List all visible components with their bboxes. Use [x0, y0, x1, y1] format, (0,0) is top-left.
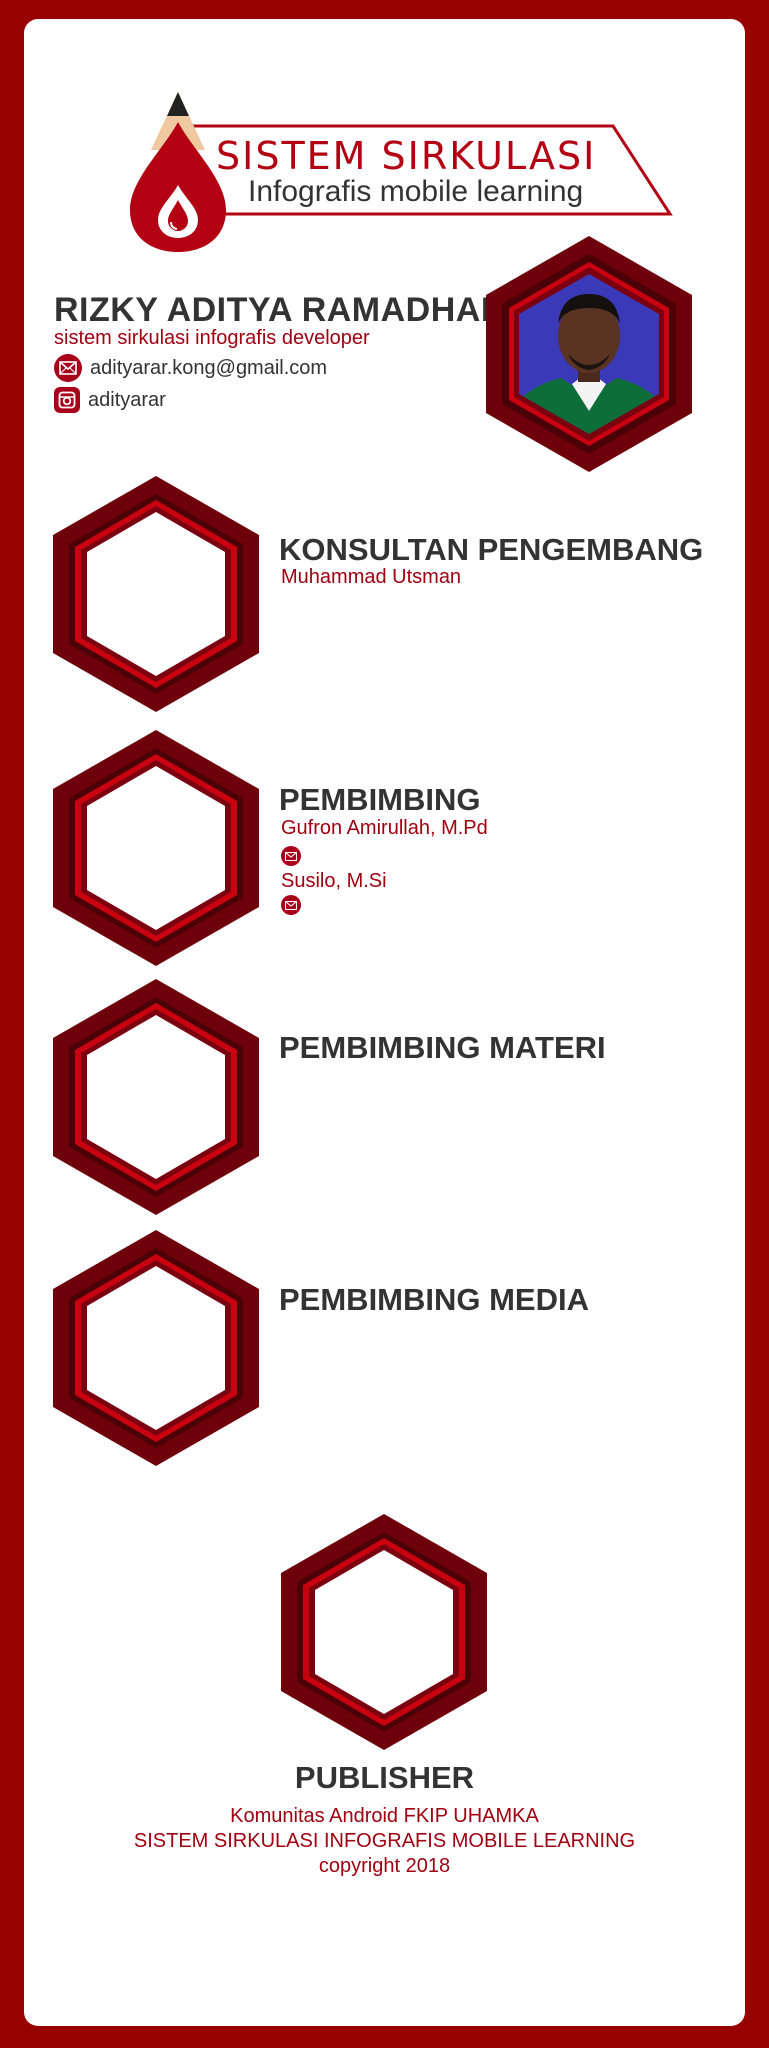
- logo-graphic: [130, 92, 673, 252]
- email-row[interactable]: adityarar.kong@gmail.com: [54, 354, 327, 382]
- publisher-org: Komunitas Android FKIP UHAMKA: [230, 1805, 539, 1827]
- developer-name: RIZKY ADITYA RAMADHAN: [54, 291, 506, 329]
- pembimbing-title: PEMBIMBING: [279, 782, 481, 817]
- publisher-title: PUBLISHER: [294, 1760, 475, 1795]
- publisher-app-name: SISTEM SIRKULASI INFOGRAFIS MOBILE LEARN…: [133, 1830, 636, 1852]
- developer-role: sistem sirkulasi infografis developer: [54, 327, 370, 349]
- publisher-logo-frame: [281, 1514, 487, 1750]
- media-title: PEMBIMBING MEDIA: [279, 1282, 589, 1317]
- mail-icon[interactable]: [281, 895, 301, 915]
- app-title: SISTEM SIRKULASI: [216, 134, 597, 178]
- pembimbing-photo-frame: [53, 730, 259, 966]
- konsultan-name: Muhammad Utsman: [281, 566, 462, 588]
- instagram-text[interactable]: adityarar: [88, 388, 166, 411]
- publisher-copyright: copyright 2018: [318, 1855, 451, 1877]
- konsultan-title: KONSULTAN PENGEMBANG: [279, 532, 704, 567]
- mail-icon[interactable]: [281, 846, 301, 866]
- mail-icon: [54, 354, 82, 382]
- profile-photo-frame: [486, 236, 692, 472]
- pembimbing-name-2: Susilo, M.Si: [281, 870, 387, 892]
- app-subtitle: Infografis mobile learning: [248, 175, 584, 208]
- instagram-row[interactable]: adityarar: [54, 386, 166, 414]
- materi-photo-frame: [53, 979, 259, 1215]
- instagram-icon: [54, 387, 80, 413]
- media-photo-frame: [53, 1230, 259, 1466]
- email-text[interactable]: adityarar.kong@gmail.com: [90, 356, 328, 379]
- pembimbing-name-1: Gufron Amirullah, M.Pd: [281, 817, 488, 839]
- materi-title: PEMBIMBING MATERI: [279, 1030, 606, 1065]
- konsultan-photo-frame: [53, 476, 259, 712]
